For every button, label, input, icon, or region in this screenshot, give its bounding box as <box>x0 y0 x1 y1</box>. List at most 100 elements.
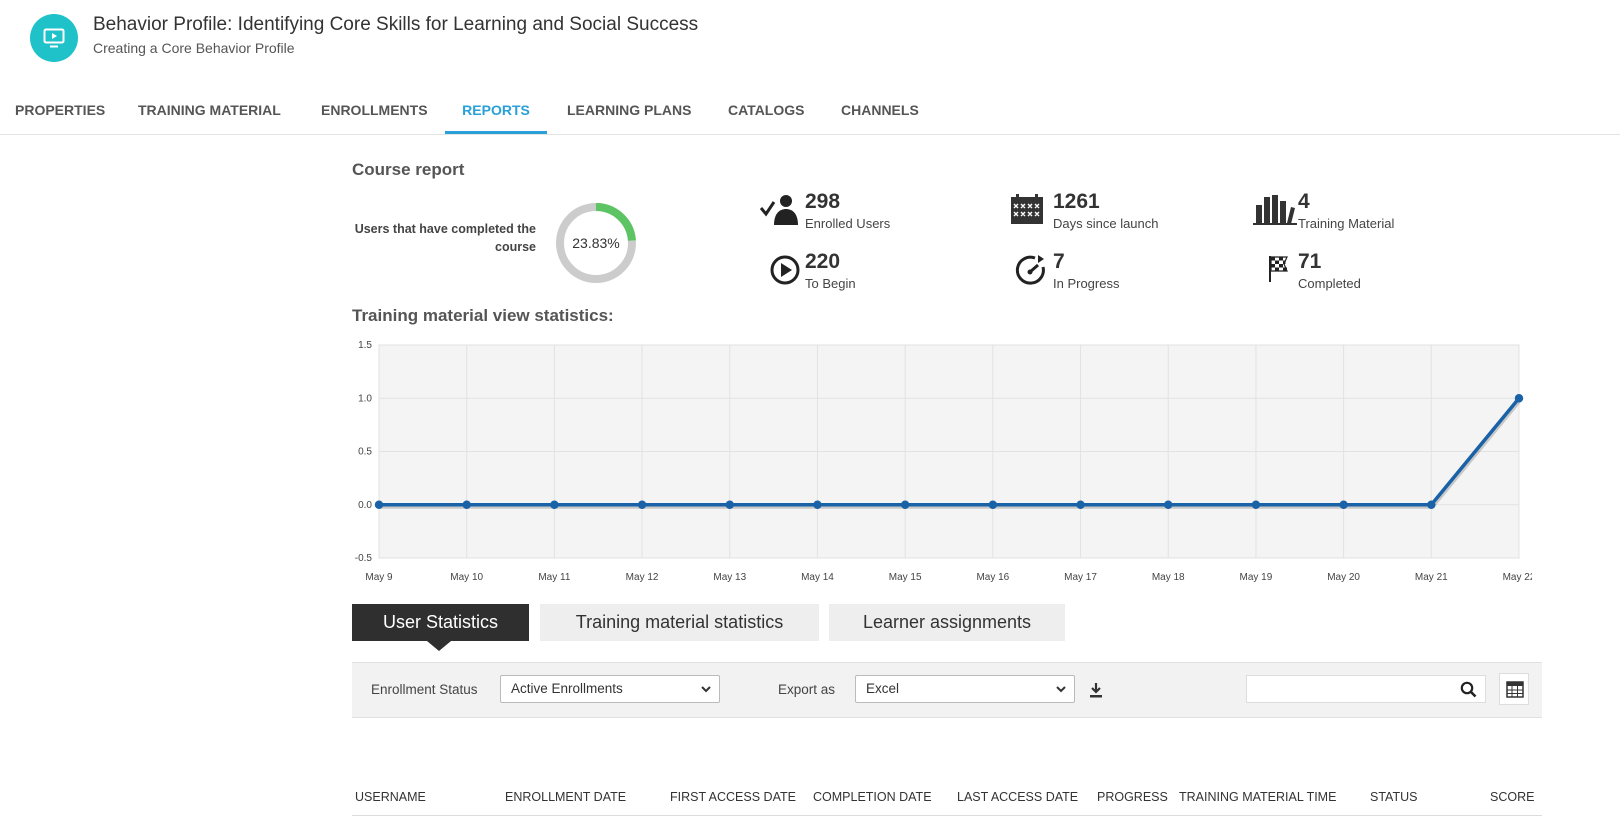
column-settings-button[interactable] <box>1499 673 1529 705</box>
col-enrollment-date[interactable]: ENROLLMENT DATE <box>505 790 627 804</box>
calendar-icon <box>1011 194 1043 224</box>
data-point <box>550 500 559 509</box>
x-tick-label: May 11 <box>538 572 570 583</box>
completed-label-text: Completed <box>1298 276 1361 291</box>
enrollment-status-select[interactable]: Active Enrollments <box>500 675 720 703</box>
view-stats-chart: 1.5 1.0 0.5 0.0 -0.5 May 9 May 10 May 11 May 12 M… <box>355 340 1532 583</box>
completed-label: Users that have completed the course <box>354 222 536 254</box>
page-subtitle: Creating a Core Behavior Profile <box>93 40 295 56</box>
tab-training-material[interactable]: TRAINING MATERIAL <box>138 102 281 118</box>
tab-reports[interactable]: REPORTS <box>445 92 547 134</box>
data-point <box>637 500 647 509</box>
x-tick-label: May 20 <box>1327 572 1360 583</box>
completion-donut: 23.83% <box>556 203 636 283</box>
y-tick-label: 0.5 <box>358 447 372 458</box>
material-label: Training Material <box>1298 216 1395 231</box>
enrollment-status-value: Active Enrollments <box>511 681 623 696</box>
filter-bar: Enrollment Status Active Enrollments Exp… <box>352 662 1542 718</box>
in-progress-count: 7 <box>1053 250 1065 273</box>
data-point <box>1339 500 1348 509</box>
data-point <box>1076 500 1085 509</box>
y-tick-label: 1.0 <box>358 393 372 404</box>
x-tick-label: May 21 <box>1415 572 1448 583</box>
search-icon[interactable] <box>1460 681 1477 698</box>
search-box <box>1246 675 1486 704</box>
data-point <box>1514 394 1524 403</box>
y-tick-label: 1.5 <box>358 340 372 351</box>
data-point <box>1427 500 1436 509</box>
table-header-divider <box>352 815 1542 816</box>
tab-enrollments[interactable]: ENROLLMENTS <box>321 102 428 118</box>
tab-learner-assignments[interactable]: Learner assignments <box>829 604 1065 641</box>
data-point <box>1164 500 1173 509</box>
tab-learning-plans[interactable]: LEARNING PLANS <box>567 102 692 118</box>
series-line-shadow <box>380 398 1522 509</box>
x-tick-label: May 12 <box>626 572 659 583</box>
course-report-title: Course report <box>352 160 465 179</box>
col-score[interactable]: SCORE <box>1490 790 1535 804</box>
data-point <box>725 500 734 509</box>
data-point <box>813 500 822 509</box>
data-point <box>1251 500 1261 509</box>
data-point <box>900 500 910 509</box>
x-tick-label: May 19 <box>1240 572 1273 583</box>
enrolled-count: 298 <box>805 190 841 213</box>
series-line <box>379 397 1521 507</box>
view-stats-title: Training material view statistics: <box>352 306 614 325</box>
x-tick-label: May 18 <box>1152 572 1185 583</box>
tab-training-material-statistics[interactable]: Training material statistics <box>540 604 819 641</box>
data-point <box>374 500 384 509</box>
col-progress[interactable]: PROGRESS <box>1097 790 1168 804</box>
play-circle-icon <box>770 255 800 285</box>
enrolled-label: Enrolled Users <box>805 216 891 231</box>
chevron-down-icon <box>1056 686 1066 693</box>
to-begin-label: To Begin <box>805 276 856 291</box>
books-icon <box>1253 195 1297 225</box>
x-tick-label: May 22 <box>1503 572 1532 583</box>
to-begin-count: 220 <box>805 250 841 273</box>
tab-channels[interactable]: CHANNELS <box>841 102 919 118</box>
col-username[interactable]: USERNAME <box>355 790 426 804</box>
tab-user-statistics[interactable]: User Statistics <box>352 604 529 641</box>
days-count: 1261 <box>1053 190 1100 213</box>
progress-clock-icon <box>1015 255 1045 285</box>
x-tick-label: May 13 <box>713 572 746 583</box>
material-count: 4 <box>1298 190 1310 213</box>
data-point <box>988 500 998 509</box>
x-tick-label: May 15 <box>889 572 922 583</box>
enrollment-status-label: Enrollment Status <box>371 682 478 697</box>
col-completion-date[interactable]: COMPLETION DATE <box>813 790 932 804</box>
course-tabs: PROPERTIES TRAINING MATERIAL ENROLLMENTS… <box>0 92 1620 135</box>
chevron-down-icon <box>701 686 711 693</box>
x-tick-label: May 17 <box>1064 572 1097 583</box>
user-check-icon <box>760 195 798 225</box>
tab-catalogs[interactable]: CATALOGS <box>728 102 805 118</box>
x-tick-label: May 16 <box>976 572 1009 583</box>
data-point <box>462 500 471 509</box>
table-columns-icon <box>1506 681 1524 698</box>
y-tick-label: 0.0 <box>358 500 372 511</box>
export-format-select[interactable]: Excel <box>855 675 1075 703</box>
x-tick-label: May 10 <box>450 572 483 583</box>
course-header: Behavior Profile: Identifying Core Skill… <box>0 0 1620 80</box>
col-training-material-time[interactable]: TRAINING MATERIAL TIME <box>1179 790 1337 804</box>
x-tick-label: May 9 <box>365 572 393 583</box>
monitor-play-icon <box>30 14 78 62</box>
export-label: Export as <box>778 682 836 697</box>
search-input[interactable] <box>1247 676 1467 704</box>
completion-percent: 23.83% <box>572 235 619 251</box>
y-tick-label: -0.5 <box>355 553 373 564</box>
days-label: Days since launch <box>1053 216 1159 231</box>
col-first-access-date[interactable]: FIRST ACCESS DATE <box>670 790 796 804</box>
tab-properties[interactable]: PROPERTIES <box>15 102 106 118</box>
download-icon[interactable] <box>1088 681 1104 699</box>
x-tick-label: May 14 <box>801 572 834 583</box>
col-last-access-date[interactable]: LAST ACCESS DATE <box>957 790 1079 804</box>
export-format-value: Excel <box>866 681 900 696</box>
checkered-flag-icon <box>1269 256 1288 282</box>
in-progress-label: In Progress <box>1053 276 1120 291</box>
completed-count: 71 <box>1298 250 1322 273</box>
col-status[interactable]: STATUS <box>1370 790 1418 804</box>
page-title: Behavior Profile: Identifying Core Skill… <box>93 14 699 35</box>
active-tab-pointer <box>427 641 451 651</box>
